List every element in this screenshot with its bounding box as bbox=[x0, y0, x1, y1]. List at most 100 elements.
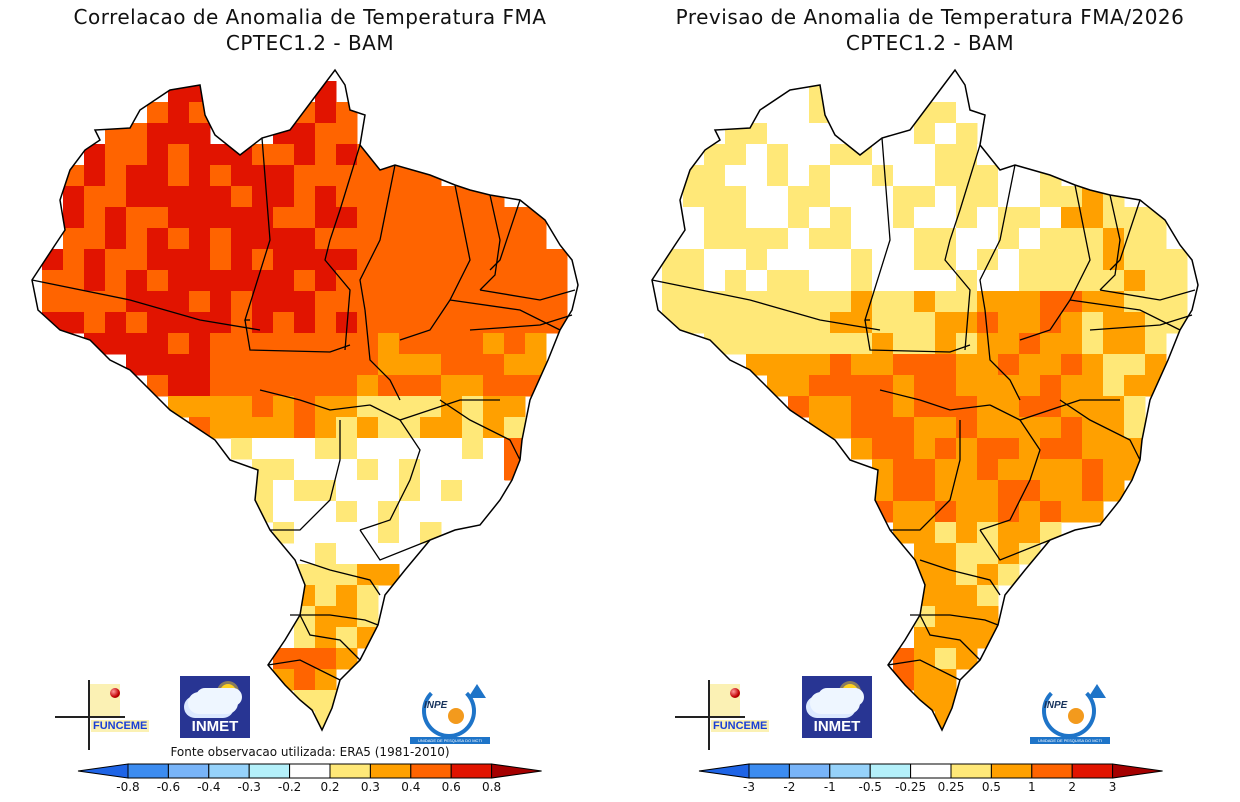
grid-cell bbox=[893, 648, 915, 670]
cloud-icon bbox=[810, 692, 860, 714]
grid-cell bbox=[294, 249, 316, 271]
state-border bbox=[469, 314, 573, 331]
grid-cell bbox=[725, 249, 747, 271]
grid-cell bbox=[1040, 291, 1062, 313]
grid-cell bbox=[336, 375, 358, 397]
grid-cell bbox=[357, 480, 379, 502]
grid-cell bbox=[462, 459, 484, 481]
grid-cell bbox=[231, 291, 253, 313]
grid-cell bbox=[746, 228, 768, 250]
state-border bbox=[270, 420, 341, 531]
grid-cell bbox=[357, 543, 379, 565]
grid-cell bbox=[956, 438, 978, 460]
grid-cell bbox=[830, 354, 852, 376]
colorbar-tick-label: -0.4 bbox=[197, 780, 220, 794]
grid-cell bbox=[504, 354, 526, 376]
grid-cell bbox=[935, 291, 957, 313]
grid-cell bbox=[210, 417, 232, 439]
state-border bbox=[979, 529, 1051, 561]
correlation-map-title: Correlacao de Anomalia de Temperatura FM… bbox=[0, 4, 620, 56]
grid-cell bbox=[851, 291, 873, 313]
state-border bbox=[31, 279, 261, 331]
grid-cell bbox=[809, 291, 831, 313]
grid-cell bbox=[914, 648, 936, 670]
grid-cell bbox=[315, 249, 337, 271]
grid-cell bbox=[315, 375, 337, 397]
grid-cell bbox=[315, 459, 337, 481]
grid-cell bbox=[336, 438, 358, 460]
grid-cell bbox=[252, 291, 274, 313]
correlation-colorbar: -0.8 -0.6 -0.4 -0.3 -0.2 0.2 0.3 0.4 0.6 0.8 bbox=[77, 763, 542, 794]
grid-cell bbox=[525, 333, 547, 355]
grid-cell bbox=[294, 165, 316, 187]
grid-cell bbox=[1040, 228, 1062, 250]
grid-cell bbox=[998, 522, 1020, 544]
grid-cell bbox=[872, 165, 894, 187]
grid-cell bbox=[315, 669, 337, 691]
grid-cell bbox=[1040, 270, 1062, 292]
grid-cell bbox=[1082, 438, 1104, 460]
grid-cell bbox=[168, 228, 190, 250]
grid-cell bbox=[872, 249, 894, 271]
grid-cell bbox=[746, 270, 768, 292]
grid-cell bbox=[147, 102, 169, 124]
grid-cell bbox=[1124, 417, 1146, 439]
grid-cell bbox=[168, 123, 190, 145]
grid-cell bbox=[189, 354, 211, 376]
grid-cell bbox=[168, 291, 190, 313]
grid-cell bbox=[767, 249, 789, 271]
grid-cell bbox=[830, 165, 852, 187]
grid-cell bbox=[977, 480, 999, 502]
grid-cell bbox=[399, 228, 421, 250]
grid-cell bbox=[378, 354, 400, 376]
grid-cell bbox=[662, 291, 684, 313]
state-border bbox=[887, 659, 961, 681]
colorbar-segment bbox=[950, 763, 992, 779]
grid-cell bbox=[315, 270, 337, 292]
colorbar-right-arrow bbox=[491, 763, 542, 779]
grid-cell bbox=[1061, 375, 1083, 397]
grid-cell bbox=[935, 228, 957, 250]
grid-cell bbox=[189, 228, 211, 250]
grid-cell bbox=[809, 249, 831, 271]
grid-cell bbox=[725, 291, 747, 313]
grid-cell bbox=[357, 354, 379, 376]
grid-cell bbox=[788, 375, 810, 397]
grid-cell bbox=[893, 228, 915, 250]
grid-cell bbox=[788, 249, 810, 271]
grid-cell bbox=[893, 459, 915, 481]
state-border bbox=[324, 144, 361, 351]
grid-cell bbox=[746, 354, 768, 376]
grid-cell bbox=[231, 249, 253, 271]
grid-cell bbox=[788, 144, 810, 166]
grid-cell bbox=[935, 648, 957, 670]
grid-cell bbox=[767, 375, 789, 397]
grid-cell bbox=[147, 249, 169, 271]
colorbar-tick-label: -0.3 bbox=[237, 780, 260, 794]
colorbar-tick-label: 0.2 bbox=[320, 780, 339, 794]
grid-cell bbox=[126, 333, 148, 355]
grid-cell bbox=[399, 270, 421, 292]
colorbar-tick-label: -0.8 bbox=[116, 780, 139, 794]
grid-cell bbox=[252, 207, 274, 229]
forecast-map-panel: Previsao de Anomalia de Temperatura FMA/… bbox=[620, 0, 1240, 802]
grid-cell bbox=[210, 207, 232, 229]
grid-cell bbox=[252, 312, 274, 334]
country-outline bbox=[31, 68, 579, 732]
grid-cell bbox=[357, 207, 379, 229]
grid-cell bbox=[998, 312, 1020, 334]
grid-cell bbox=[336, 291, 358, 313]
funceme-logo-text: FUNCEME bbox=[711, 720, 770, 732]
grid-cell bbox=[1082, 270, 1104, 292]
grid-cell bbox=[1103, 249, 1125, 271]
grid-cell bbox=[1103, 438, 1125, 460]
state-border bbox=[364, 309, 401, 401]
grid-cell bbox=[483, 228, 505, 250]
grid-cell bbox=[483, 354, 505, 376]
grid-cell bbox=[893, 186, 915, 208]
grid-cell bbox=[725, 186, 747, 208]
grid-cell bbox=[147, 186, 169, 208]
grid-cell bbox=[725, 228, 747, 250]
grid-cell bbox=[872, 417, 894, 439]
grid-cell bbox=[105, 207, 127, 229]
